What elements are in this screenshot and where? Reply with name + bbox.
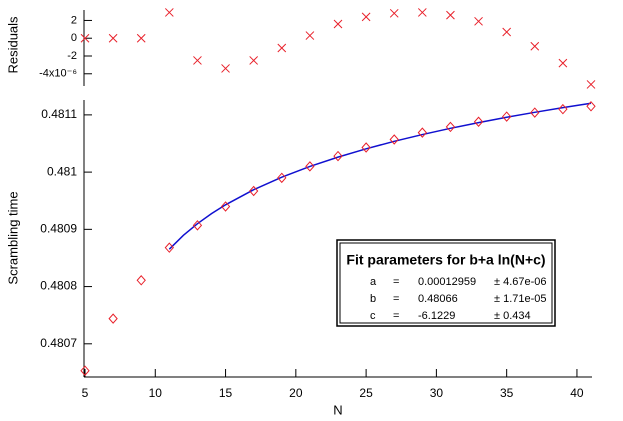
fit-cell: = <box>393 310 399 322</box>
fit-cell: = <box>393 276 399 288</box>
x-axis-label: N <box>333 402 342 417</box>
marker-x <box>249 56 259 65</box>
fit-cell: c <box>370 310 376 322</box>
y-axis-label: Residuals <box>5 16 20 74</box>
marker-diamond <box>248 185 259 197</box>
y-tick-label: 0 <box>71 32 77 44</box>
marker-x <box>474 16 483 26</box>
marker-x <box>277 43 287 53</box>
marker-x <box>333 19 343 29</box>
x-tick-label: 40 <box>570 386 584 400</box>
x-tick-label: 10 <box>149 386 163 400</box>
marker-x <box>417 8 427 17</box>
y-tick-label: 0.4809 <box>40 222 77 236</box>
y-tick-label: -4x10⁻⁶ <box>39 68 77 80</box>
marker-x <box>80 33 90 43</box>
y-tick-label: 0.4811 <box>41 107 77 121</box>
fit-cell: -6.1229 <box>418 310 455 322</box>
marker-diamond <box>389 134 399 145</box>
y-tick-label: 2 <box>71 14 77 26</box>
y-axis-label: Scrambling time <box>5 191 20 284</box>
marker-x <box>164 8 174 17</box>
x-tick-label: 35 <box>500 386 514 400</box>
marker-x <box>502 27 512 37</box>
marker-diamond <box>305 161 315 172</box>
fit-cell: a <box>370 276 377 288</box>
fit-box-inner <box>339 242 553 324</box>
marker-diamond <box>164 242 175 253</box>
marker-x <box>221 64 230 73</box>
marker-diamond <box>361 142 371 153</box>
marker-x <box>193 56 202 65</box>
marker-diamond <box>417 127 428 138</box>
y-tick-label: 0.4808 <box>40 279 77 293</box>
marker-diamond <box>220 201 231 212</box>
x-tick-label: 25 <box>359 386 373 400</box>
y-tick-label: 0.4807 <box>40 336 77 350</box>
marker-diamond <box>333 150 343 162</box>
fit-box <box>336 239 556 327</box>
marker-x <box>305 31 315 40</box>
marker-x <box>361 12 371 22</box>
fit-line <box>168 102 592 250</box>
fit-cell: ± 1.71e-05 <box>494 293 547 305</box>
marker-diamond <box>108 313 118 324</box>
marker-diamond <box>558 103 568 115</box>
marker-diamond <box>80 365 90 376</box>
fit-cell: 0.00012959 <box>418 276 476 288</box>
marker-x <box>108 33 118 43</box>
x-tick-label: 15 <box>219 386 233 400</box>
fit-cell: = <box>393 293 399 305</box>
y-tick-label: 0.481 <box>47 164 77 178</box>
x-tick-label: 5 <box>82 386 89 400</box>
fit-cell: b <box>370 293 376 305</box>
x-tick-label: 30 <box>430 386 444 400</box>
marker-diamond <box>277 172 287 184</box>
marker-x <box>446 10 455 20</box>
marker-x <box>136 33 146 43</box>
marker-diamond <box>530 107 540 118</box>
marker-diamond <box>136 275 146 286</box>
marker-diamond <box>586 101 596 112</box>
fit-title: Fit parameters for b+a ln(N+c) <box>346 252 545 268</box>
x-tick-label: 20 <box>289 386 303 400</box>
fit-cell: ± 4.67e-06 <box>494 276 547 288</box>
marker-x <box>586 80 596 89</box>
marker-x <box>530 41 540 51</box>
marker-diamond <box>445 121 456 133</box>
marker-x <box>558 58 568 68</box>
fit-cell: 0.48066 <box>418 293 458 305</box>
fit-cell: ± 0.434 <box>494 310 531 322</box>
marker-x <box>389 8 399 18</box>
marker-diamond <box>192 220 203 231</box>
marker-diamond <box>473 116 484 128</box>
marker-diamond <box>501 111 512 122</box>
y-tick-label: -2 <box>67 50 77 62</box>
